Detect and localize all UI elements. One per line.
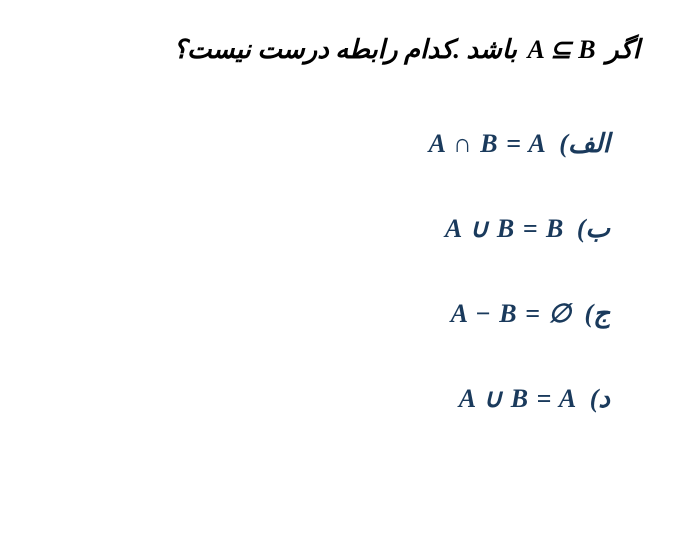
options-list: الف) A ∩ B = A ب) A ∪ B = B ج) A − B = ∅…	[30, 129, 640, 414]
option-label: ب)	[577, 214, 610, 243]
option-label: د)	[590, 384, 610, 413]
option-math: A ∩ B = A	[429, 129, 547, 159]
option-label: ج)	[585, 299, 610, 328]
option-math: A − B = ∅	[451, 299, 572, 329]
option-math: A ∪ B = A	[459, 384, 577, 414]
option-math: A ∪ B = B	[445, 214, 564, 244]
question-math: A ⊆ B	[528, 30, 596, 69]
question-suffix: باشد .کدام رابطه درست نیست؟	[173, 35, 517, 64]
question-prefix: اگر	[606, 35, 640, 64]
option-be: ب) A ∪ B = B	[445, 214, 610, 244]
option-jim: ج) A − B = ∅	[451, 299, 610, 329]
question-text: اگر A ⊆ B باشد .کدام رابطه درست نیست؟	[30, 30, 640, 69]
option-dal: د) A ∪ B = A	[459, 384, 610, 414]
option-label: الف)	[559, 129, 610, 158]
option-alef: الف) A ∩ B = A	[429, 129, 610, 159]
